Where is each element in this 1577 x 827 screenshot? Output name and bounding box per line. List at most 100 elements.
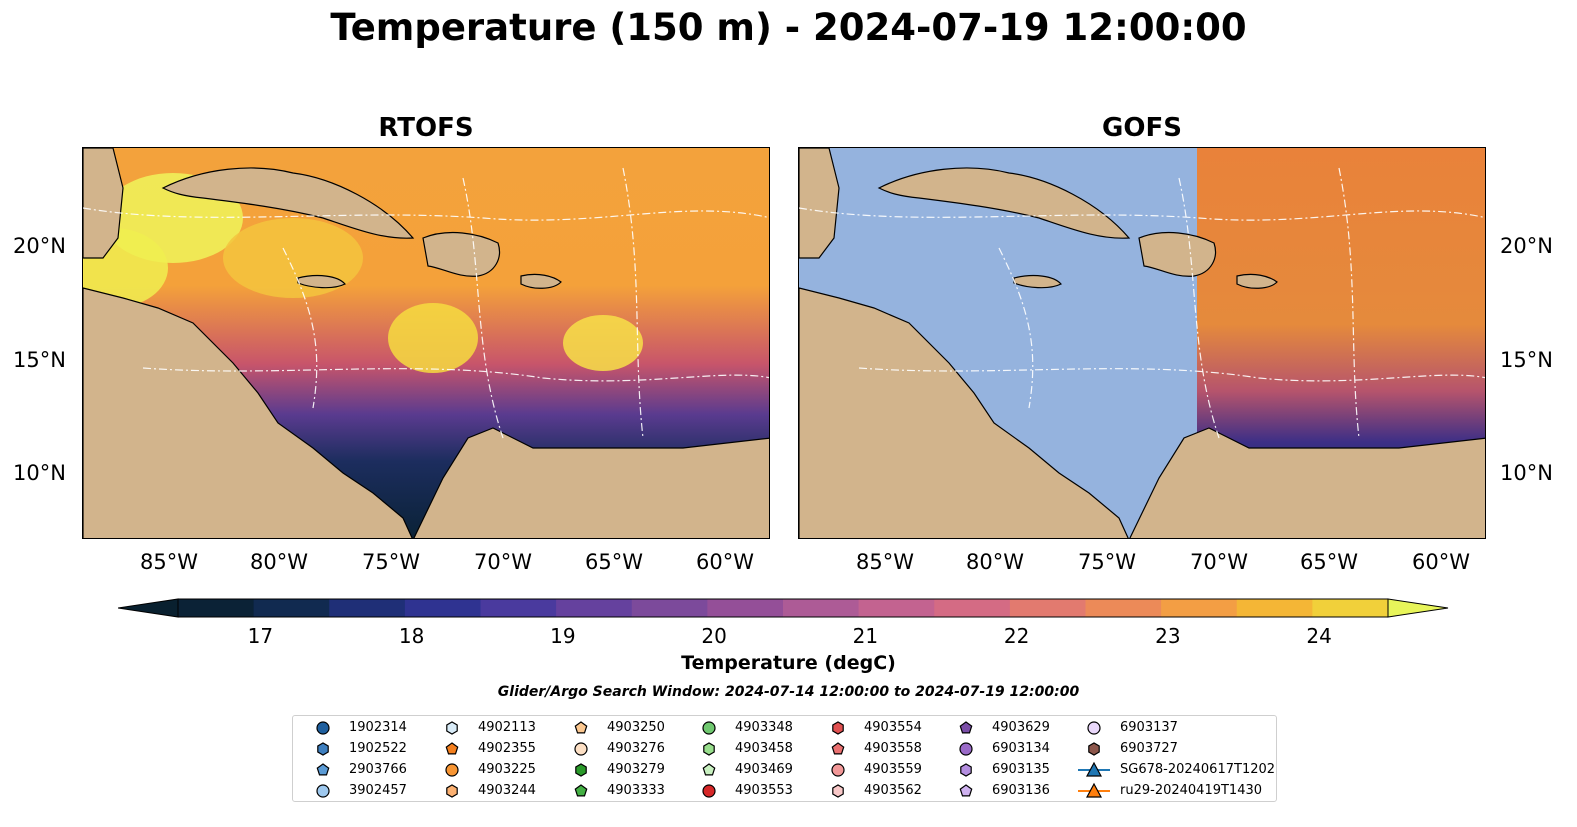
land-mass <box>83 287 413 538</box>
colorbar-tick-label: 17 <box>247 624 274 648</box>
pentagon-marker <box>702 763 716 776</box>
legend-marker <box>445 742 459 755</box>
legend-label: 4903244 <box>478 783 536 798</box>
triangle-marker <box>1085 782 1103 798</box>
legend-label: 4903279 <box>607 762 665 777</box>
legend-label: 4903559 <box>864 762 922 777</box>
lon-tick-label: 75°W <box>362 550 420 574</box>
legend-entry: 4903562 <box>820 782 1020 800</box>
legend-entry: 4903244 <box>434 782 634 800</box>
pentagon-marker <box>959 784 973 797</box>
circle-marker <box>316 784 330 798</box>
legend-marker <box>959 721 973 734</box>
pentagon-marker <box>574 784 588 797</box>
legend-marker <box>702 721 716 735</box>
lon-tick-label: 80°W <box>966 550 1024 574</box>
lon-tick-label: 85°W <box>856 550 914 574</box>
lat-tick-label: 15°N <box>13 348 66 372</box>
colorbar-segment <box>1085 599 1162 617</box>
legend-label: 4903558 <box>864 741 922 756</box>
legend-marker <box>574 784 588 797</box>
legend-entry: 4902113 <box>434 719 634 737</box>
colorbar-segment <box>783 599 860 617</box>
legend-entry: 4902355 <box>434 740 634 758</box>
legend-entry: 4903279 <box>563 761 763 779</box>
pentagon-marker <box>959 721 973 734</box>
eez-boundary <box>83 207 769 221</box>
legend-entry: 4903553 <box>691 782 891 800</box>
colorbar-segment <box>329 599 406 617</box>
legend-entry: 1902314 <box>305 719 505 737</box>
colorbar-tick-label: 18 <box>398 624 425 648</box>
legend-marker <box>446 721 458 735</box>
legend-marker <box>316 721 330 735</box>
legend-label: 4903554 <box>864 720 922 735</box>
legend-entry: 4903276 <box>563 740 763 758</box>
legend-entry: 6903727 <box>1076 740 1276 758</box>
circle-marker <box>1087 721 1101 735</box>
legend-entry: 2903766 <box>305 761 505 779</box>
colorbar-segment <box>1009 599 1086 617</box>
lat-tick-label: 15°N <box>1500 348 1553 372</box>
legend-marker <box>445 763 459 777</box>
hexagon-marker <box>832 721 844 735</box>
land-mass <box>520 273 562 289</box>
warm-anomaly <box>563 315 643 371</box>
pentagon-marker <box>831 742 845 755</box>
legend-marker <box>1078 782 1110 798</box>
land-mass <box>297 274 346 289</box>
colorbar-segment <box>556 599 633 617</box>
eez-boundary <box>998 247 1034 409</box>
colorbar-extend-high <box>1387 598 1449 618</box>
legend-entry: 1902522 <box>305 740 505 758</box>
legend-marker <box>832 784 844 798</box>
legend-entry: ru29-20240419T1430 <box>1076 782 1276 800</box>
eez-boundary <box>1178 177 1220 439</box>
eez-boundary <box>799 207 1485 221</box>
land-mass <box>1013 274 1062 289</box>
legend-label: 4902355 <box>478 741 536 756</box>
legend-entry: 4903554 <box>820 719 1020 737</box>
colorbar-tick-label: 22 <box>1003 624 1030 648</box>
legend-label: 4903553 <box>735 783 793 798</box>
legend-entry: 4903458 <box>691 740 891 758</box>
legend-marker <box>959 742 973 756</box>
legend-entry: SG678-20240617T1202 <box>1076 761 1276 779</box>
hexagon-marker <box>317 742 329 756</box>
legend-label: 3902457 <box>349 783 407 798</box>
pentagon-marker <box>445 742 459 755</box>
legend-entry: 4903629 <box>948 719 1148 737</box>
legend-label: 4903458 <box>735 741 793 756</box>
legend-label: 4903276 <box>607 741 665 756</box>
lat-tick-label: 10°N <box>1500 461 1553 485</box>
legend-marker <box>1078 761 1110 777</box>
colorbar-segment <box>178 599 255 617</box>
lon-tick-label: 65°W <box>1300 550 1358 574</box>
eez-boundary <box>142 367 769 382</box>
legend-label: 4903250 <box>607 720 665 735</box>
colorbar-label: Temperature (degC) <box>681 652 896 674</box>
hexagon-marker <box>446 721 458 735</box>
circle-marker <box>574 742 588 756</box>
colorbar-segment <box>1236 599 1313 617</box>
pentagon-marker <box>574 721 588 734</box>
warm-anomaly <box>223 218 363 298</box>
legend-label: ru29-20240419T1430 <box>1120 783 1263 798</box>
colorbar-segment <box>934 599 1011 617</box>
legend-marker <box>1088 742 1100 756</box>
legend-marker <box>832 721 844 735</box>
legend-marker <box>702 763 716 776</box>
lon-tick-label: 60°W <box>1412 550 1470 574</box>
legend-label: 6903136 <box>992 783 1050 798</box>
hexagon-marker <box>832 784 844 798</box>
lat-tick-label: 10°N <box>13 461 66 485</box>
hexagon-marker <box>446 784 458 798</box>
legend-entry: 6903137 <box>1076 719 1276 737</box>
legend-entry: 4903250 <box>563 719 763 737</box>
lon-tick-label: 70°W <box>1190 550 1248 574</box>
land-mass <box>799 287 1129 538</box>
legend-entry: 4903348 <box>691 719 891 737</box>
circle-marker <box>702 721 716 735</box>
colorbar-tick-label: 19 <box>550 624 576 648</box>
eez-boundary <box>282 247 318 409</box>
